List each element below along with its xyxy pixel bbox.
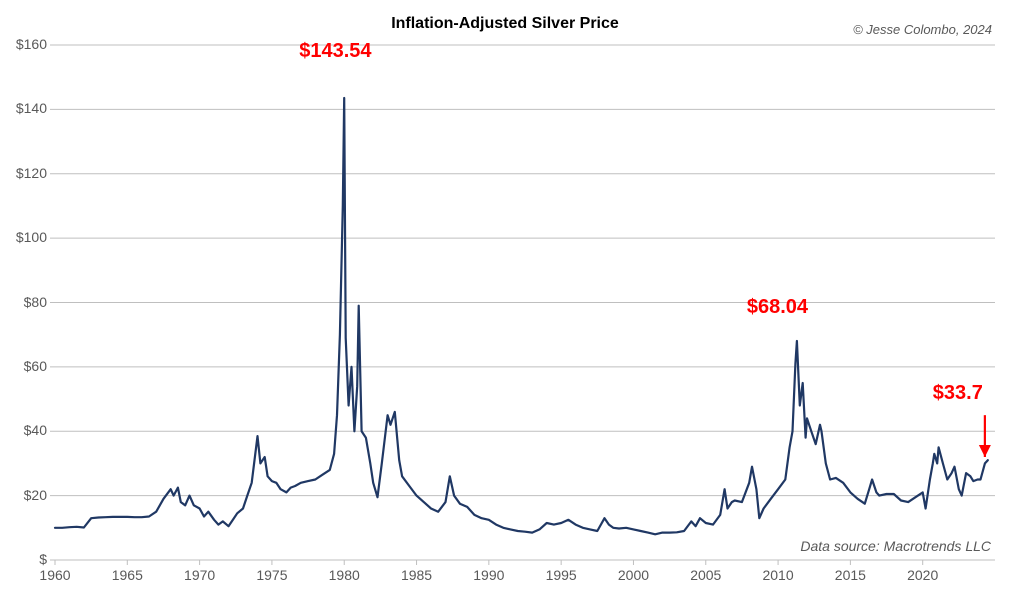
y-axis-label: $140 (7, 100, 47, 116)
x-axis-label: 1975 (252, 567, 292, 583)
x-axis-label: 2015 (830, 567, 870, 583)
chart-container: Inflation-Adjusted Silver Price © Jesse … (0, 0, 1010, 590)
x-axis-label: 1995 (541, 567, 581, 583)
y-axis-label: $80 (7, 294, 47, 310)
y-axis-label: $20 (7, 487, 47, 503)
x-axis-label: 1965 (107, 567, 147, 583)
annotation-label: $33.7 (933, 382, 983, 405)
x-axis-label: 2020 (903, 567, 943, 583)
y-axis-label: $100 (7, 229, 47, 245)
x-axis-label: 2010 (758, 567, 798, 583)
x-axis-label: 1960 (35, 567, 75, 583)
x-axis-label: 1970 (180, 567, 220, 583)
y-axis-label: $ (7, 551, 47, 567)
x-axis-label: 1985 (397, 567, 437, 583)
chart-svg (0, 0, 1010, 590)
annotation-label: $143.54 (299, 40, 371, 63)
x-axis-label: 2000 (613, 567, 653, 583)
y-axis-label: $40 (7, 422, 47, 438)
x-axis-label: 2005 (686, 567, 726, 583)
y-axis-label: $120 (7, 165, 47, 181)
y-axis-label: $160 (7, 36, 47, 52)
x-axis-label: 1980 (324, 567, 364, 583)
source-note: Data source: Macrotrends LLC (800, 538, 991, 554)
y-axis-label: $60 (7, 358, 47, 374)
x-axis-label: 1990 (469, 567, 509, 583)
annotation-label: $68.04 (747, 296, 808, 319)
